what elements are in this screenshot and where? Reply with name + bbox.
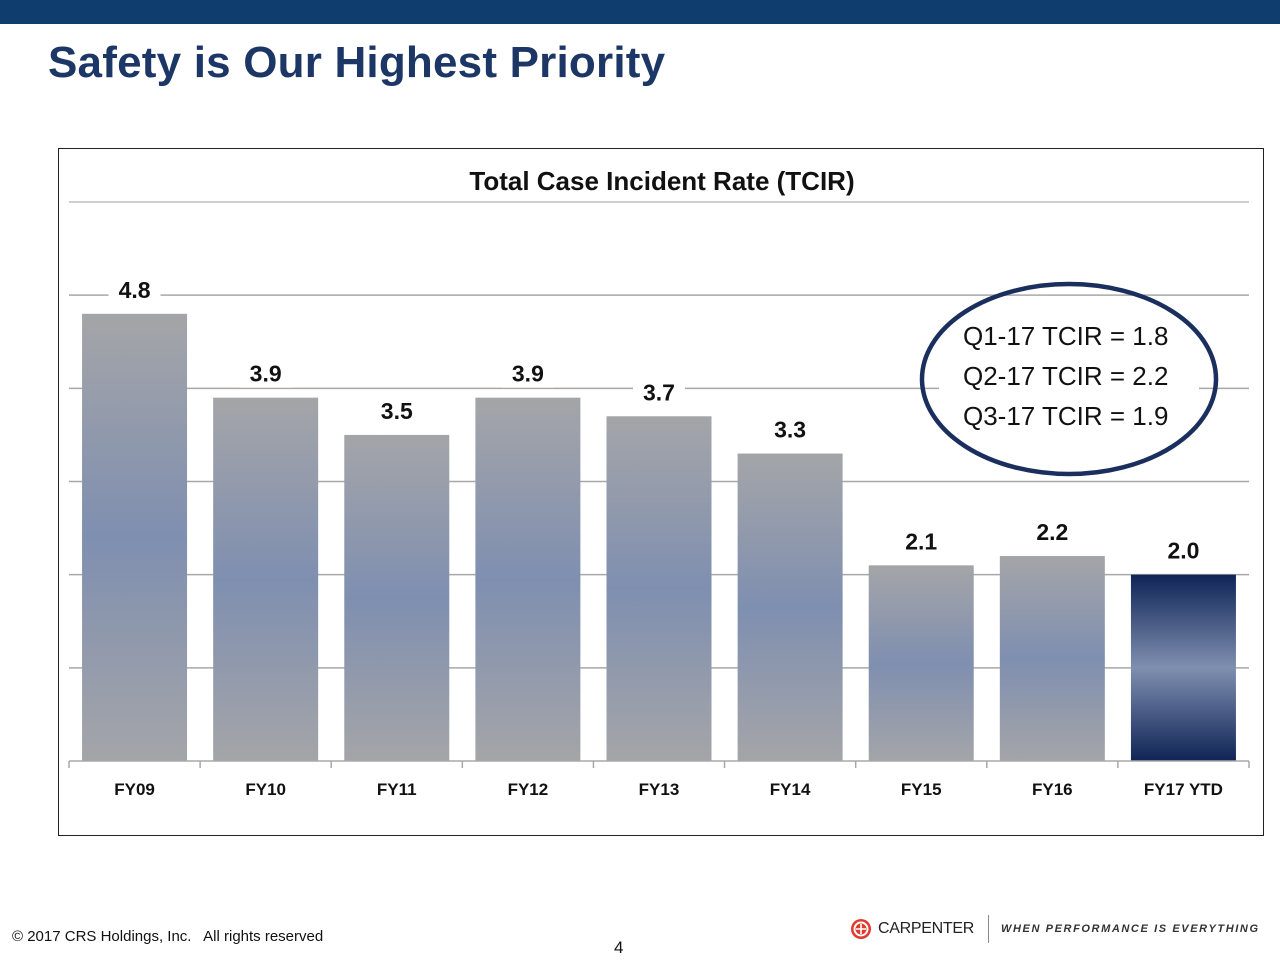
data-label: 3.9 (512, 361, 544, 387)
data-label: 2.2 (1036, 519, 1068, 545)
bar-fy14 (737, 453, 843, 761)
page-number: 4 (614, 938, 624, 957)
bar-fy15 (868, 565, 974, 761)
data-label: 4.8 (119, 277, 151, 303)
data-label: 3.9 (250, 361, 282, 387)
company-logo: CARPENTER WHEN PERFORMANCE IS EVERYTHING (850, 914, 1260, 944)
company-tagline: WHEN PERFORMANCE IS EVERYTHING (1000, 923, 1260, 935)
annotation-text: Q1-17 TCIR = 1.8 (963, 321, 1168, 351)
data-label-bg (895, 527, 948, 556)
tcir-bar-chart: Total Case Incident Rate (TCIR) 4.8 3.9 3.5… (68, 166, 1250, 799)
data-label-bg (370, 396, 423, 425)
company-name: CARPENTER (878, 920, 974, 937)
x-tick-label: FY16 (1032, 780, 1073, 799)
chart-title: Total Case Incident Rate (TCIR) (469, 166, 854, 196)
bar-fy12 (475, 397, 581, 761)
data-label-bg (1157, 536, 1210, 565)
annotation-circle (919, 281, 1219, 477)
x-tick-label: FY11 (377, 780, 417, 799)
carpenter-logo-icon (851, 919, 871, 939)
bar-fy09 (82, 313, 188, 761)
annotation-bg (939, 319, 1199, 449)
bar-fy11 (344, 434, 450, 761)
data-label: 3.5 (381, 398, 413, 424)
data-label: 2.1 (905, 528, 937, 554)
data-label-bg (239, 359, 292, 388)
bar-fy13 (606, 416, 712, 761)
x-tick-label: FY10 (245, 780, 286, 799)
data-label-bg (633, 378, 685, 407)
annotation-text: Q3-17 TCIR = 1.9 (963, 401, 1168, 431)
x-tick-label: FY13 (639, 780, 680, 799)
x-tick-label: FY12 (508, 780, 549, 799)
chart-container: Total Case Incident Rate (TCIR) 4.8 3.9 3.5… (58, 148, 1264, 836)
data-label-bg (1026, 518, 1079, 547)
data-label: 3.7 (643, 379, 675, 405)
footer-copyright: © 2017 CRS Holdings, Inc. All rights res… (12, 928, 324, 945)
x-tick-label: FY17 YTD (1144, 780, 1223, 799)
x-tick-label: FY09 (114, 780, 155, 799)
data-label: 2.0 (1167, 538, 1199, 564)
bar-fy17-ytd (1130, 574, 1236, 761)
x-tick-label: FY14 (770, 780, 811, 799)
x-tick-label: FY15 (901, 780, 942, 799)
data-label-bg (764, 415, 817, 444)
logo-divider (987, 915, 989, 943)
bar-fy10 (213, 397, 319, 761)
annotation-text: Q2-17 TCIR = 2.2 (963, 361, 1168, 391)
data-label: 3.3 (774, 417, 806, 443)
slide-title: Safety is Our Highest Priority (48, 38, 666, 87)
top-accent-bar (0, 0, 1280, 24)
data-label-bg (108, 275, 161, 304)
bar-fy16 (999, 556, 1105, 761)
data-label-bg (501, 359, 554, 388)
